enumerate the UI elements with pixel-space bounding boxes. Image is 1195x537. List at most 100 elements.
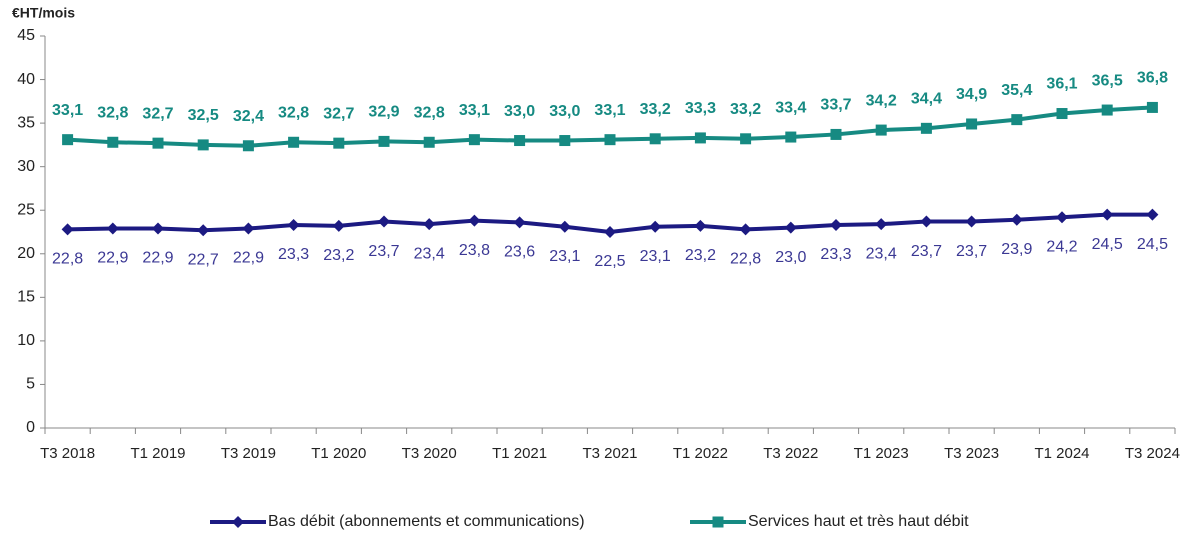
data-label: 24,5	[1092, 236, 1123, 253]
point	[920, 122, 932, 134]
data-label: 33,2	[640, 101, 671, 118]
point	[966, 118, 978, 130]
y-tick-label: 45	[17, 27, 35, 44]
data-label: 23,0	[775, 249, 806, 266]
data-label: 23,2	[685, 247, 716, 264]
point	[830, 219, 842, 232]
point	[920, 215, 933, 228]
data-label: 23,6	[504, 244, 535, 261]
point	[1056, 211, 1068, 224]
x-tick-label: T3 2023	[944, 445, 999, 462]
x-tick-label: T1 2019	[130, 445, 185, 462]
point	[558, 220, 571, 233]
x-tick-label: T1 2022	[673, 445, 728, 462]
data-label: 33,1	[594, 102, 625, 119]
point	[739, 223, 752, 236]
legend-marker	[712, 516, 724, 528]
data-label: 34,4	[911, 91, 942, 108]
point	[62, 134, 74, 146]
data-label: 33,3	[685, 100, 716, 117]
legend-marker	[232, 516, 244, 528]
point	[1056, 108, 1068, 120]
data-label: 23,9	[1001, 241, 1032, 258]
data-label: 32,5	[188, 107, 219, 124]
data-label: 22,9	[142, 250, 173, 267]
data-label: 23,3	[278, 246, 309, 263]
point	[106, 222, 119, 235]
point	[423, 218, 436, 231]
point	[740, 133, 752, 145]
data-label: 23,4	[866, 245, 897, 262]
y-tick-label: 5	[26, 376, 35, 393]
data-label: 22,8	[730, 251, 761, 268]
data-label: 23,1	[640, 248, 671, 265]
data-label: 23,7	[956, 243, 987, 260]
point	[152, 137, 164, 149]
data-label: 33,0	[504, 103, 535, 120]
point	[107, 136, 119, 148]
y-tick-label: 0	[26, 419, 35, 436]
point	[378, 215, 390, 228]
point	[1010, 213, 1023, 226]
y-tick-label: 30	[17, 158, 35, 175]
point	[784, 221, 797, 234]
data-label: 23,7	[368, 243, 399, 260]
point	[1146, 101, 1158, 113]
x-tick-label: T1 2020	[311, 445, 366, 462]
x-tick-label: T3 2018	[40, 445, 95, 462]
x-tick-label: T1 2023	[854, 445, 909, 462]
point	[513, 216, 526, 229]
data-label: 33,1	[52, 102, 83, 119]
data-label: 33,4	[775, 99, 806, 116]
data-label: 32,8	[414, 104, 445, 121]
data-label: 33,7	[820, 97, 851, 114]
point	[694, 219, 707, 232]
data-label: 32,4	[233, 108, 264, 125]
legend-label: Bas débit (abonnements et communications…	[268, 513, 585, 530]
y-tick-label: 35	[17, 114, 35, 131]
x-tick-label: T3 2019	[221, 445, 276, 462]
x-tick-label: T1 2021	[492, 445, 547, 462]
point	[287, 219, 300, 232]
x-tick-label: T3 2021	[582, 445, 637, 462]
point	[378, 135, 390, 147]
data-label: 22,7	[188, 251, 219, 268]
x-tick-label: T3 2024	[1125, 445, 1180, 462]
data-label: 32,8	[97, 104, 128, 121]
point	[604, 226, 616, 238]
data-label: 33,1	[459, 102, 490, 119]
data-label: 34,2	[866, 92, 897, 109]
point	[604, 134, 616, 146]
data-label: 23,7	[911, 243, 942, 260]
point	[197, 224, 210, 237]
data-label: 23,4	[414, 245, 445, 262]
point	[468, 214, 481, 227]
x-tick-label: T1 2024	[1034, 445, 1089, 462]
y-tick-label: 25	[17, 201, 35, 218]
point	[1011, 114, 1023, 126]
data-label: 24,5	[1137, 236, 1168, 253]
point	[559, 135, 571, 147]
data-label: 23,8	[459, 242, 490, 259]
data-label: 33,2	[730, 101, 761, 118]
data-label: 22,8	[52, 251, 83, 268]
point	[242, 222, 255, 235]
point	[288, 136, 300, 148]
data-label: 32,9	[368, 104, 399, 121]
point	[332, 219, 345, 232]
data-label: 36,5	[1092, 72, 1123, 89]
point	[152, 222, 164, 235]
x-tick-label: T3 2022	[763, 445, 818, 462]
data-label: 34,9	[956, 86, 987, 103]
point	[649, 220, 662, 233]
data-label: 36,8	[1137, 70, 1168, 87]
y-tick-label: 15	[17, 289, 35, 306]
point	[468, 134, 480, 146]
data-label: 32,7	[323, 105, 354, 122]
point	[61, 223, 74, 236]
point	[197, 139, 209, 151]
point	[875, 124, 887, 136]
data-label: 23,3	[820, 246, 851, 263]
data-label: 24,2	[1046, 238, 1077, 255]
